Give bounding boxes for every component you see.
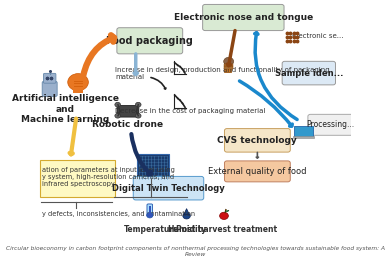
Text: Sample iden...: Sample iden... <box>275 69 343 77</box>
Text: Decrease in the cost of packaging material: Decrease in the cost of packaging materi… <box>115 108 266 114</box>
Polygon shape <box>184 209 190 214</box>
Text: CVS technology: CVS technology <box>218 136 297 145</box>
FancyBboxPatch shape <box>225 129 290 152</box>
Text: Robotic drone: Robotic drone <box>92 120 163 129</box>
FancyBboxPatch shape <box>203 4 284 31</box>
Polygon shape <box>225 210 229 212</box>
Text: Circular bioeconomy in carbon footprint components of nonthermal processing tech: Circular bioeconomy in carbon footprint … <box>5 246 385 257</box>
Circle shape <box>115 113 121 118</box>
Text: Temperature: Temperature <box>124 225 179 234</box>
Text: Digital Twin Technology: Digital Twin Technology <box>112 184 225 193</box>
Circle shape <box>135 113 141 118</box>
Text: ation of parameters at input level using
y system, high-resolution cameras, and
: ation of parameters at input level using… <box>42 167 175 187</box>
FancyBboxPatch shape <box>136 154 169 181</box>
FancyBboxPatch shape <box>117 28 183 54</box>
Circle shape <box>68 74 89 91</box>
Circle shape <box>220 212 229 219</box>
Circle shape <box>135 102 141 107</box>
Text: y defects, inconsistencies, and contamination: y defects, inconsistencies, and contamin… <box>42 211 195 217</box>
FancyBboxPatch shape <box>224 66 233 67</box>
FancyBboxPatch shape <box>73 87 83 93</box>
FancyBboxPatch shape <box>225 161 290 182</box>
Text: Electronic nose and tongue: Electronic nose and tongue <box>174 13 313 22</box>
FancyBboxPatch shape <box>42 81 57 96</box>
FancyBboxPatch shape <box>293 136 314 138</box>
Text: Increase in design, production and functionality of packaging
material: Increase in design, production and funct… <box>115 67 330 80</box>
FancyBboxPatch shape <box>224 67 233 69</box>
Circle shape <box>115 102 121 107</box>
Text: Processing...: Processing... <box>307 120 355 129</box>
FancyBboxPatch shape <box>294 126 312 137</box>
Text: Food packaging: Food packaging <box>106 36 193 46</box>
Circle shape <box>147 213 153 218</box>
FancyBboxPatch shape <box>282 61 335 85</box>
Text: Electronic se...: Electronic se... <box>292 32 343 38</box>
FancyBboxPatch shape <box>133 177 204 200</box>
FancyBboxPatch shape <box>43 73 56 83</box>
Text: External quality of food: External quality of food <box>208 167 307 176</box>
Text: Artificial intelligence
and
Machine learning: Artificial intelligence and Machine lear… <box>12 94 119 124</box>
FancyBboxPatch shape <box>224 63 231 72</box>
Circle shape <box>183 213 190 219</box>
FancyBboxPatch shape <box>308 114 353 135</box>
Text: Humidity: Humidity <box>168 225 207 234</box>
FancyBboxPatch shape <box>224 64 233 66</box>
Circle shape <box>224 57 234 66</box>
FancyBboxPatch shape <box>40 160 115 197</box>
FancyBboxPatch shape <box>149 206 151 214</box>
Text: Post harvest treatment: Post harvest treatment <box>176 225 277 234</box>
FancyBboxPatch shape <box>117 106 139 117</box>
FancyBboxPatch shape <box>147 204 152 216</box>
